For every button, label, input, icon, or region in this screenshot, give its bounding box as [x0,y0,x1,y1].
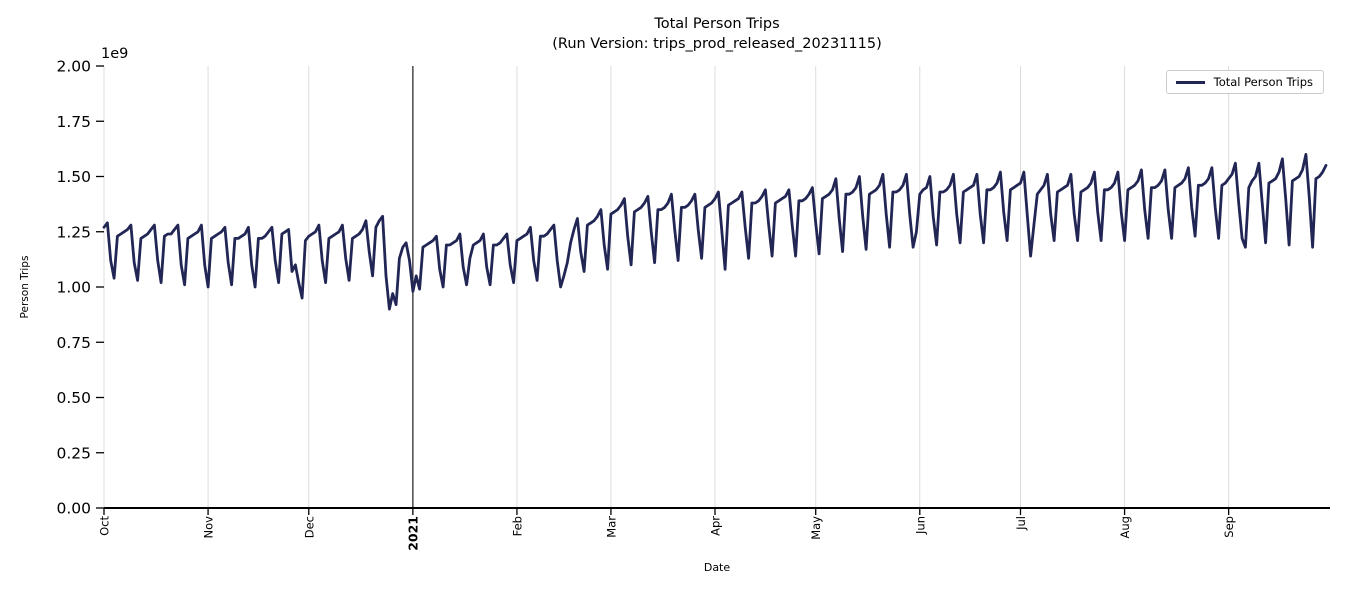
total-person-trips-line [102,153,1328,311]
y-tick-label-0.25: 0.25 [56,444,91,462]
x-axis-title: Date [703,561,731,574]
x-tick-label-jul: Jul [1014,516,1028,531]
chart-title: Total Person Trips [654,16,780,32]
axis-ticks [96,65,1230,515]
y-tick-label-1.00: 1.00 [56,279,91,297]
x-tick-label-feb: Feb [510,516,524,536]
legend-line-swatch-icon [1175,80,1205,84]
x-tick-label-mar: Mar [604,516,618,538]
axis-tick-labels: 0.00 0.25 0.50 0.75 1.00 1.25 1.50 1.75 2.00 Oct N… [56,58,1236,551]
y-tick-label-0.75: 0.75 [56,334,91,352]
title-block: Total Person Trips (Run Version: trips_p… [104,14,1330,54]
y-tick-label-1.25: 1.25 [56,223,91,241]
x-tick-label-oct: Oct [98,516,112,536]
x-tick-label-sep: Sep [1222,516,1236,538]
legend-entry-label: Total Person Trips [1213,75,1313,89]
x-tick-label-nov: Nov [202,516,216,539]
y-axis-offset-label: 1e9 [101,46,129,62]
chart-subtitle: (Run Version: trips_prod_released_202311… [552,36,882,52]
y-tick-label-0.50: 0.50 [56,389,91,407]
x-tick-label-may: May [809,516,823,540]
x-tick-label-2021: 2021 [405,516,420,551]
x-tick-label-jun: Jun [913,516,927,535]
y-tick-label-2.00: 2.00 [56,58,91,76]
month-gridlines [103,66,1230,508]
x-tick-label-apr: Apr [709,516,723,536]
y-tick-label-1.50: 1.50 [56,168,91,186]
y-tick-label-0.00: 0.00 [56,500,91,518]
legend: Total Person Trips [1165,70,1324,94]
series-line-total-person-trips [102,153,1328,311]
x-tick-label-dec: Dec [302,516,316,538]
y-tick-label-1.75: 1.75 [56,113,91,131]
x-tick-label-aug: Aug [1118,516,1132,538]
